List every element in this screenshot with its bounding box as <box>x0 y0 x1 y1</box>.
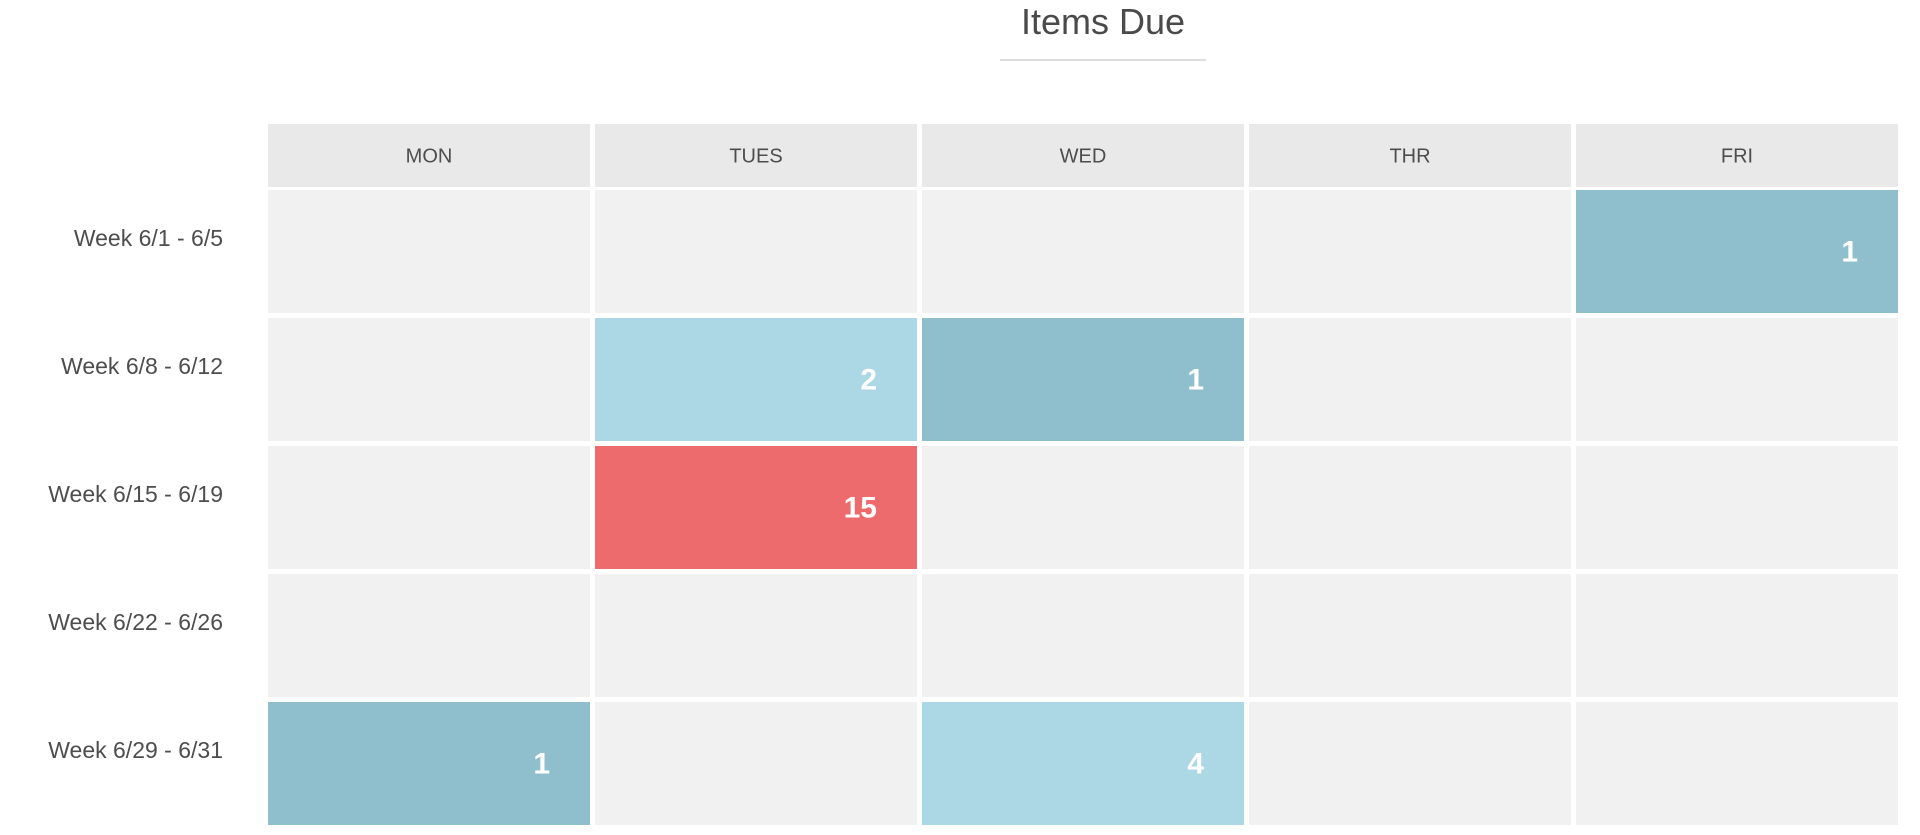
column-label-tues: TUES <box>729 146 782 168</box>
heatmap-cell-r4-tues <box>595 702 917 825</box>
column-label-wed: WED <box>1060 146 1107 168</box>
row-label-week-6-15-6-19: Week 6/15 - 6/19 <box>48 481 223 507</box>
heatmap-cell-r4-mon <box>268 702 590 825</box>
cell-value-r4-wed: 4 <box>1187 748 1204 781</box>
heatmap-cell-r3-mon <box>268 574 590 697</box>
heatmap-cell-r2-mon <box>268 446 590 569</box>
column-header-wed <box>922 124 1244 187</box>
heatmap-cell-r1-thr <box>1249 318 1571 441</box>
heatmap-cell-r1-mon <box>268 318 590 441</box>
heatmap-cell-r3-thr <box>1249 574 1571 697</box>
heatmap-cell-r0-mon <box>268 190 590 313</box>
heatmap-cell-r3-wed <box>922 574 1244 697</box>
chart-title-block: Items Due <box>1000 0 1206 62</box>
cell-value-r1-tues: 2 <box>860 364 877 397</box>
heatmap-cell-r4-wed <box>922 702 1244 825</box>
column-label-mon: MON <box>406 146 453 168</box>
heatmap-cell-r2-tues <box>595 446 917 569</box>
heatmap-cell-r0-wed <box>922 190 1244 313</box>
cell-value-r2-tues: 15 <box>844 492 877 525</box>
row-label-week-6-8-6-12: Week 6/8 - 6/12 <box>61 353 223 379</box>
heatmap-cell-r3-tues <box>595 574 917 697</box>
column-header-thr <box>1249 124 1571 187</box>
column-label-thr: THR <box>1389 146 1430 168</box>
cell-value-r0-fri: 1 <box>1841 236 1858 269</box>
column-label-fri: FRI <box>1721 146 1753 168</box>
heatmap-cell-r0-thr <box>1249 190 1571 313</box>
heatmap-cell-r1-tues <box>595 318 917 441</box>
column-header-fri <box>1576 124 1898 187</box>
heatmap-cell-r2-thr <box>1249 446 1571 569</box>
heatmap-cell-r1-fri <box>1576 318 1898 441</box>
heatmap-cell-r0-tues <box>595 190 917 313</box>
heatmap-cell-r1-wed <box>922 318 1244 441</box>
cell-value-r4-mon: 1 <box>533 748 550 781</box>
row-label-week-6-22-6-26: Week 6/22 - 6/26 <box>48 609 223 635</box>
heatmap-cell-r4-fri <box>1576 702 1898 825</box>
heatmap-cell-r3-fri <box>1576 574 1898 697</box>
row-label-week-6-1-6-5: Week 6/1 - 6/5 <box>74 225 223 251</box>
title-underline <box>1000 59 1206 61</box>
chart-title: Items Due <box>1020 1 1186 42</box>
heatmap-cell-r4-thr <box>1249 702 1571 825</box>
row-label-week-6-29-6-31: Week 6/29 - 6/31 <box>48 737 223 763</box>
heatmap-cell-r0-fri <box>1576 190 1898 313</box>
heatmap-cell-r2-fri <box>1576 446 1898 569</box>
cell-value-r1-wed: 1 <box>1187 364 1204 397</box>
column-header-tues <box>595 124 917 187</box>
column-header-mon <box>268 124 590 187</box>
heatmap-cell-r2-wed <box>922 446 1244 569</box>
